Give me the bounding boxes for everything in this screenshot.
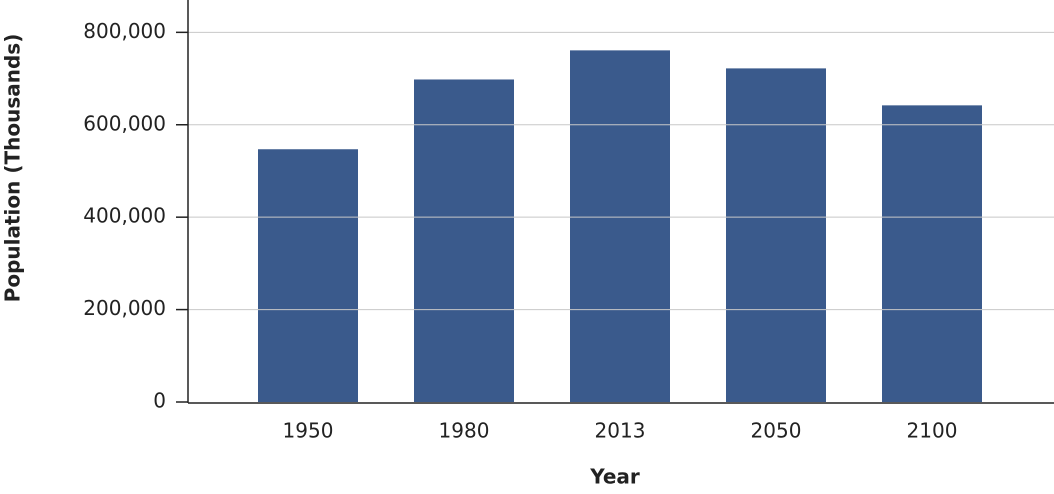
- y-tick-label: 800,000: [83, 19, 166, 43]
- x-tick-label: 2100: [907, 419, 958, 443]
- bar: [258, 149, 358, 402]
- x-tick-label: 1950: [283, 419, 334, 443]
- y-tick-label: 600,000: [83, 111, 166, 135]
- bar: [726, 68, 826, 403]
- y-axis-label: Population (Thousands): [1, 34, 25, 303]
- x-tick-label: 2050: [751, 419, 802, 443]
- x-tick-label: 1980: [439, 419, 490, 443]
- bar: [882, 105, 982, 403]
- bar: [414, 79, 514, 402]
- y-tick-label: 400,000: [83, 204, 166, 228]
- x-axis-label: Year: [589, 465, 640, 489]
- x-tick-label: 2013: [595, 419, 646, 443]
- y-tick-label: 0: [153, 389, 166, 413]
- y-tick-label: 200,000: [83, 296, 166, 320]
- bar: [570, 50, 670, 403]
